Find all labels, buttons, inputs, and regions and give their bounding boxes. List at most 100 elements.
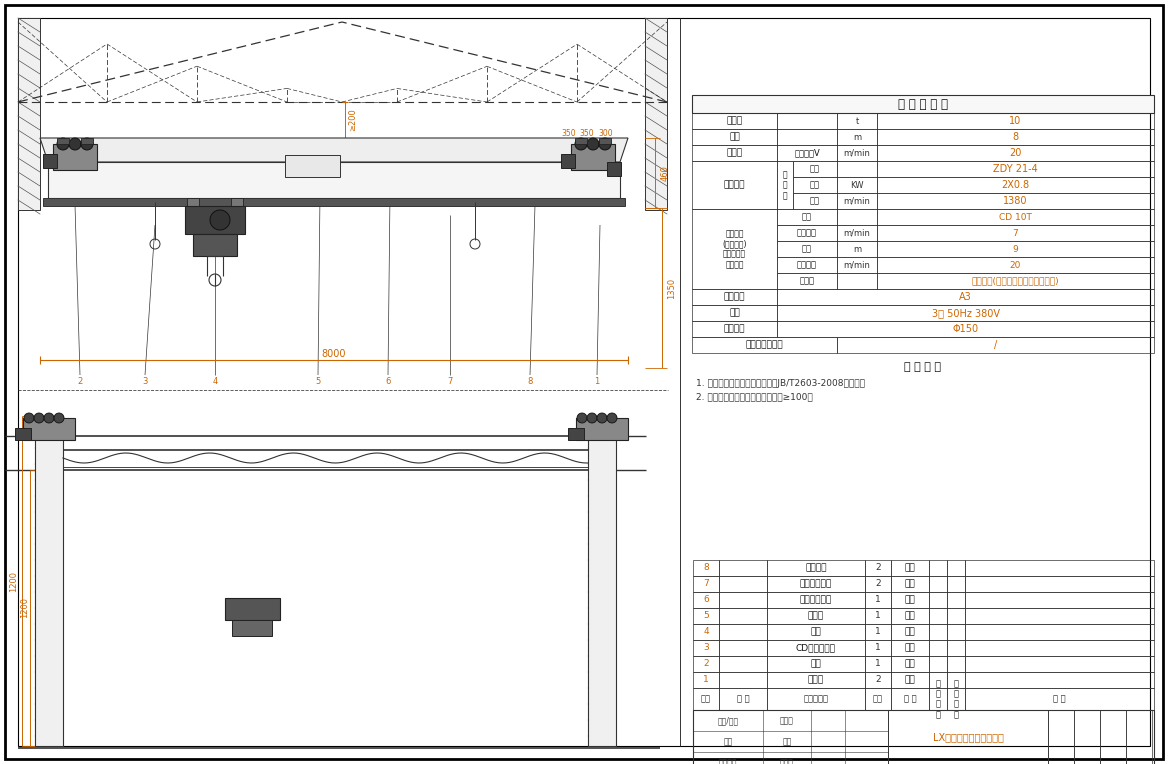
Text: 会签: 会签 [783, 737, 792, 746]
Bar [947, 656, 965, 672]
Bar [877, 129, 1154, 145]
Bar [719, 624, 767, 640]
Text: 序号: 序号 [701, 694, 711, 704]
Text: 2X0.8: 2X0.8 [1001, 180, 1029, 190]
Text: m/min: m/min [843, 228, 870, 238]
Bar [767, 656, 865, 672]
Bar [719, 656, 767, 672]
Bar [575, 138, 588, 144]
Circle shape [57, 138, 69, 150]
Text: A3: A3 [959, 292, 972, 302]
Bar [891, 656, 929, 672]
Text: 7: 7 [1013, 228, 1018, 238]
Text: 总
计
质
量: 总 计 质 量 [953, 679, 959, 719]
Bar [965, 592, 1154, 608]
Text: 2: 2 [875, 675, 881, 685]
Text: 鸣位牌: 鸣位牌 [808, 611, 825, 620]
Circle shape [599, 138, 611, 150]
Text: m: m [853, 244, 861, 254]
Text: m/min: m/min [843, 148, 870, 157]
Text: 主梁: 主梁 [811, 627, 821, 636]
Bar [777, 257, 837, 273]
Bar [719, 608, 767, 624]
Text: 7: 7 [447, 377, 453, 387]
Text: 部件: 部件 [905, 564, 916, 572]
Text: 部件: 部件 [905, 659, 916, 668]
Bar [877, 257, 1154, 273]
Bar [877, 241, 1154, 257]
Bar [877, 193, 1154, 209]
Text: 名称及规格: 名称及规格 [804, 694, 828, 704]
Text: 5: 5 [315, 377, 321, 387]
Bar [837, 161, 877, 177]
Bar [691, 95, 1154, 113]
Bar [891, 640, 929, 656]
Text: /: / [994, 340, 997, 350]
Text: 运行机构: 运行机构 [724, 180, 745, 189]
Bar [691, 209, 777, 289]
Bar [891, 592, 929, 608]
Bar [965, 640, 1154, 656]
Bar [777, 225, 837, 241]
Bar [929, 672, 947, 688]
Text: 悬挂端梁: 悬挂端梁 [805, 564, 827, 572]
Bar [693, 560, 719, 576]
Bar [777, 321, 1154, 337]
Circle shape [588, 138, 599, 150]
Text: 转速: 转速 [809, 196, 820, 206]
Text: 部件: 部件 [905, 643, 916, 652]
Bar [691, 289, 777, 305]
Bar [1100, 710, 1126, 764]
Text: 备 注: 备 注 [1054, 694, 1066, 704]
Bar [891, 576, 929, 592]
Bar [599, 138, 611, 144]
Text: 350: 350 [562, 128, 576, 138]
Bar [231, 198, 243, 206]
Bar [877, 113, 1154, 129]
Bar [947, 624, 965, 640]
Bar [691, 129, 777, 145]
Bar [888, 710, 1048, 764]
Bar [965, 560, 1154, 576]
Bar [947, 672, 965, 688]
Text: 1200: 1200 [9, 571, 19, 591]
Bar [767, 576, 865, 592]
Bar [929, 592, 947, 608]
Bar [865, 608, 891, 624]
Bar [837, 113, 877, 129]
Bar [48, 162, 620, 198]
Bar [947, 608, 965, 624]
Bar [837, 177, 877, 193]
Bar [891, 608, 929, 624]
Text: 1200: 1200 [21, 597, 29, 619]
Text: 技 术 要 求: 技 术 要 求 [904, 362, 941, 372]
Text: 拟制/复文: 拟制/复文 [717, 716, 738, 725]
Bar [18, 18, 40, 210]
Text: 4: 4 [213, 377, 217, 387]
Text: 5: 5 [703, 611, 709, 620]
Bar [561, 154, 575, 168]
Bar [693, 640, 719, 656]
Text: 7: 7 [703, 580, 709, 588]
Text: ZDY 21-4: ZDY 21-4 [993, 164, 1038, 174]
Bar [777, 161, 793, 209]
Bar [767, 624, 865, 640]
Bar [693, 576, 719, 592]
Text: 6: 6 [703, 595, 709, 604]
Circle shape [597, 413, 607, 423]
Bar [865, 688, 891, 710]
Bar [693, 688, 719, 710]
Text: 1: 1 [875, 659, 881, 668]
Bar [81, 138, 93, 144]
Text: 2: 2 [875, 564, 881, 572]
Text: 型号: 型号 [802, 212, 812, 222]
Bar [777, 289, 1154, 305]
Text: m: m [853, 132, 861, 141]
Text: 材 料: 材 料 [904, 694, 917, 704]
Circle shape [34, 413, 44, 423]
Text: 适用轨道工字钢: 适用轨道工字钢 [745, 341, 784, 349]
Bar [693, 624, 719, 640]
Text: 工作级别: 工作级别 [724, 293, 745, 302]
Bar [777, 113, 837, 129]
Circle shape [575, 138, 588, 150]
